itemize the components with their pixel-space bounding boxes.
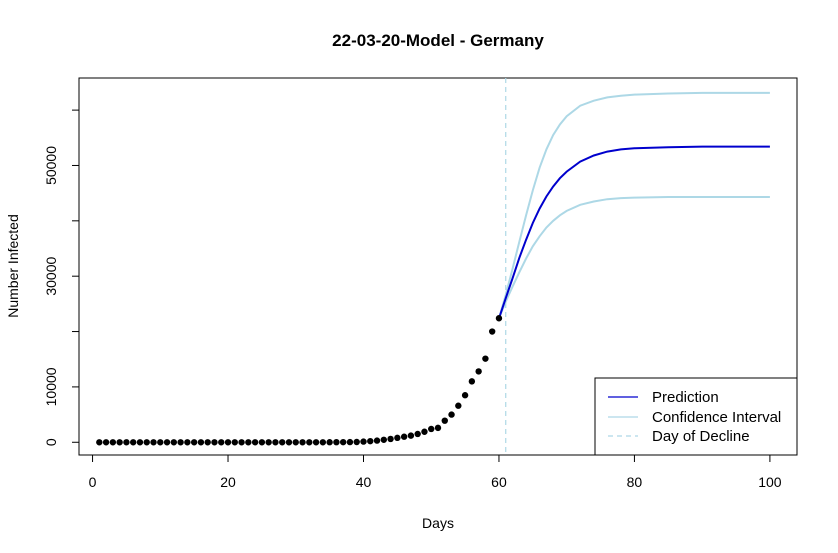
- observed-point: [150, 439, 157, 446]
- observed-point: [333, 438, 340, 446]
- observed-point: [102, 439, 110, 446]
- observed-point: [407, 432, 415, 439]
- observed-point: [265, 439, 272, 446]
- x-tick-label: 20: [220, 474, 236, 490]
- observed-point: [136, 439, 144, 446]
- observed-point: [394, 434, 401, 442]
- observed-point: [129, 439, 137, 446]
- y-tick-label: 30000: [43, 257, 59, 296]
- observed-point: [177, 439, 184, 446]
- observed-point: [312, 439, 320, 446]
- observed-point: [231, 439, 238, 446]
- observed-point: [482, 355, 489, 362]
- series-prediction-line: [498, 145, 770, 319]
- observed-point: [109, 439, 117, 446]
- x-tick-label: 60: [491, 474, 507, 490]
- legend-label-confidence: Confidence Interval: [652, 409, 781, 426]
- x-tick-label: 0: [89, 474, 97, 490]
- observed-point: [211, 439, 218, 446]
- x-tick-label: 40: [356, 474, 372, 490]
- x-tick-label: 80: [627, 474, 643, 490]
- observed-point: [292, 439, 299, 446]
- observed-point: [96, 439, 103, 446]
- observed-point: [339, 438, 347, 446]
- observed-point: [157, 439, 164, 446]
- observed-point: [428, 425, 435, 433]
- observed-point: [258, 439, 266, 446]
- observed-point: [421, 428, 428, 435]
- observed-point: [279, 439, 286, 446]
- observed-point: [400, 433, 408, 440]
- observed-point: [373, 437, 381, 444]
- observed-point: [346, 438, 354, 446]
- observed-point: [319, 439, 327, 446]
- observed-point: [455, 402, 462, 409]
- observed-point: [143, 439, 150, 446]
- observed-point: [468, 378, 476, 385]
- observed-point: [170, 439, 178, 446]
- y-tick-label: 0: [43, 438, 59, 446]
- observed-point: [299, 439, 306, 446]
- observed-point: [441, 417, 448, 424]
- observed-point: [285, 439, 293, 446]
- observed-point: [163, 439, 171, 446]
- chart-title: 22-03-20-Model - Germany: [332, 31, 544, 50]
- observed-point: [184, 439, 191, 446]
- observed-point: [238, 439, 245, 446]
- observed-point: [190, 439, 198, 446]
- legend-label-prediction: Prediction: [652, 389, 719, 406]
- observed-point: [488, 328, 496, 335]
- observed-point: [475, 368, 482, 375]
- y-tick-label: 10000: [43, 367, 59, 406]
- observed-point: [495, 315, 503, 322]
- observed-point: [360, 438, 367, 445]
- observed-point: [245, 439, 252, 446]
- observed-point: [380, 436, 388, 443]
- observed-point: [434, 424, 442, 432]
- observed-point: [353, 438, 360, 446]
- observed-point: [204, 439, 211, 446]
- observed-point: [367, 437, 374, 445]
- observed-point: [224, 439, 232, 446]
- legend: Prediction Confidence Interval Day of De…: [594, 377, 798, 456]
- observed-point: [116, 439, 123, 446]
- observed-point: [218, 439, 225, 446]
- observed-point: [123, 439, 130, 446]
- y-tick-label: 50000: [43, 146, 59, 185]
- observed-point: [387, 435, 394, 443]
- x-axis-title: Days: [422, 515, 454, 531]
- series-upper-confidence-line: [498, 91, 770, 319]
- observed-point: [251, 439, 259, 446]
- y-axis-title: Number Infected: [5, 214, 21, 318]
- series-lower-confidence-line: [498, 196, 770, 319]
- observed-point: [448, 411, 455, 418]
- observed-point: [414, 430, 421, 438]
- observed-point: [326, 439, 333, 446]
- observed-point: [272, 439, 279, 446]
- observed-point: [461, 392, 469, 399]
- observed-point: [306, 439, 313, 446]
- x-tick-label: 100: [758, 474, 782, 490]
- observed-point: [197, 439, 205, 446]
- legend-label-decline: Day of Decline: [652, 428, 750, 445]
